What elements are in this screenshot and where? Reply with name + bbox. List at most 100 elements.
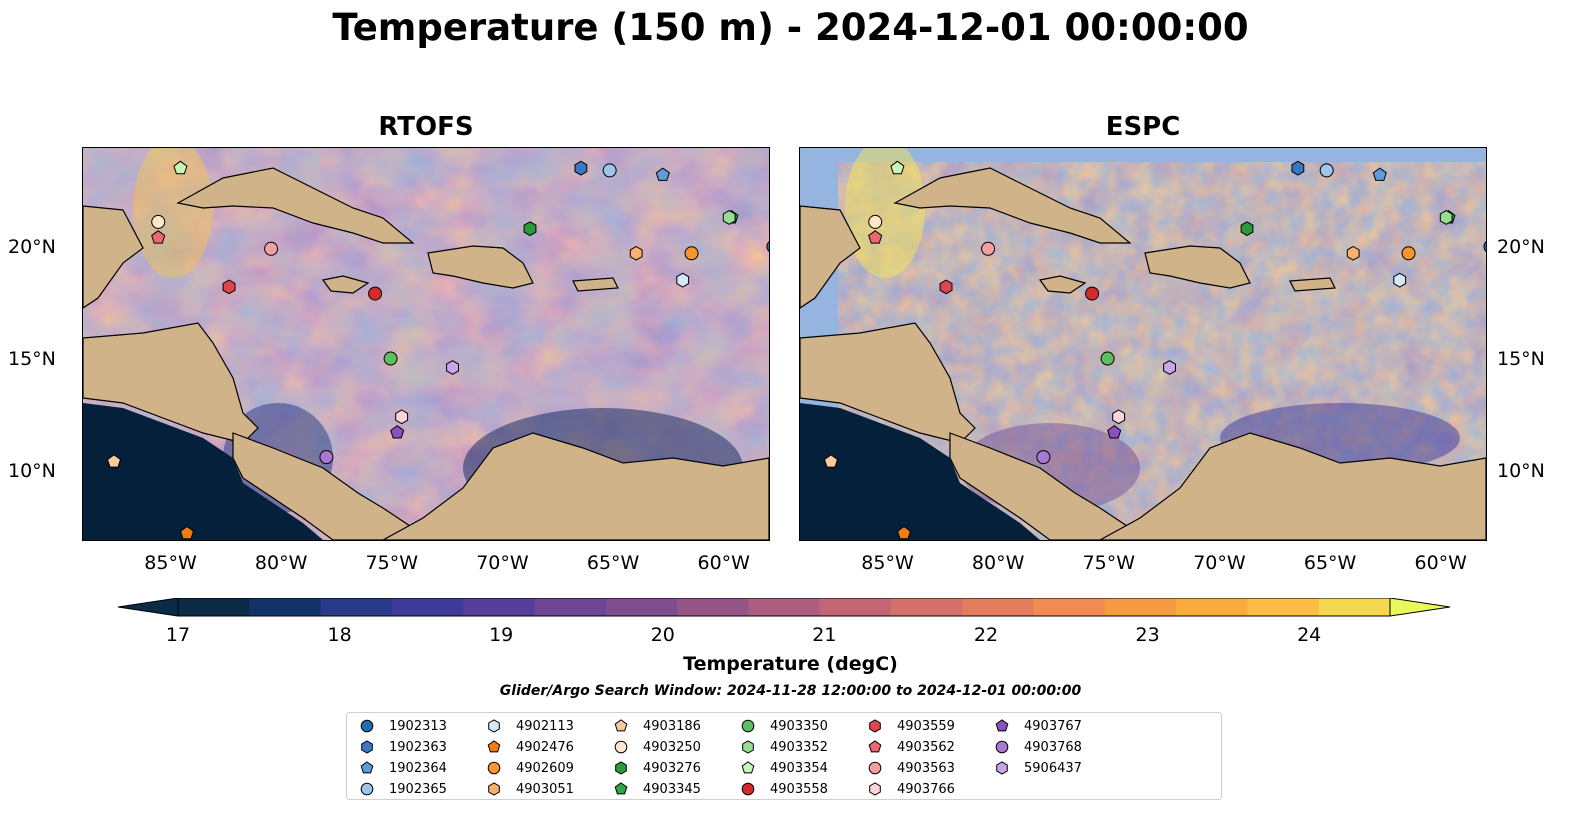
colorbar-segment — [320, 598, 393, 616]
legend-label: 4903354 — [770, 760, 828, 776]
legend-marker-icon — [741, 761, 755, 774]
legend-marker-4903767 — [995, 719, 1009, 732]
colorbar-segment — [1318, 598, 1391, 616]
colorbar-segment — [819, 598, 892, 616]
float-marker-5906437 — [1163, 360, 1176, 375]
legend-label: 4903345 — [643, 781, 701, 797]
colorbar-frame — [177, 598, 1391, 617]
legend-label: 1902365 — [389, 781, 447, 797]
colorbar-tick-label: 17 — [165, 624, 191, 646]
float-marker-4903562 — [868, 230, 883, 244]
legend-marker-icon — [614, 782, 628, 795]
float-marker-4902476 — [896, 525, 912, 540]
legend-entry: 5906437 — [994, 758, 1082, 778]
colorbar-segment — [534, 598, 607, 616]
lon-tick-label: 60°W — [697, 552, 750, 574]
lon-tick-label: 80°W — [254, 552, 308, 574]
colorbar-tick-label: 23 — [1135, 624, 1160, 646]
colorbar-segment — [391, 598, 464, 616]
legend-marker-4902609 — [487, 761, 501, 775]
colorbar-over-arrow — [1389, 598, 1451, 617]
legend-marker-icon — [996, 761, 1008, 775]
legend-marker-icon — [360, 761, 374, 774]
legend-entry: 1902365 — [359, 779, 447, 799]
float-marker-4903558 — [1085, 286, 1100, 301]
lon-tick-label: 75°W — [1082, 552, 1136, 574]
float-markers-espc — [823, 160, 1486, 540]
colorbar-segment — [962, 598, 1035, 616]
legend-marker-4903559 — [869, 719, 881, 733]
legend-label: 4903767 — [1024, 718, 1082, 734]
legend-marker-4903766 — [869, 782, 881, 796]
legend-marker-4903186 — [614, 719, 628, 732]
legend-label: 4902476 — [516, 739, 574, 755]
colorbar-segment — [890, 598, 963, 616]
legend-marker-4903051 — [488, 782, 500, 796]
legend-label: 4903562 — [897, 739, 955, 755]
legend-entry: 1902313 — [359, 716, 447, 736]
legend-entry: 4902609 — [486, 758, 574, 778]
legend-marker-4903250 — [614, 740, 628, 754]
lat-tick-label: 20°N — [1497, 235, 1545, 258]
float-marker-4903350 — [383, 351, 398, 366]
colorbar-tick-label: 20 — [650, 624, 675, 646]
map-espc — [799, 147, 1487, 541]
colorbar-tick-label: 21 — [812, 624, 837, 646]
legend-marker-icon — [487, 761, 501, 775]
colorbar-tick-label: 22 — [973, 624, 999, 646]
legend-marker-4902113 — [488, 719, 500, 733]
legend-marker-icon — [869, 719, 881, 733]
legend-entry: 1902363 — [359, 737, 447, 757]
float-marker-4903354 — [890, 160, 905, 175]
legend-entry: 4903766 — [867, 779, 955, 799]
float-marker-4903354 — [173, 160, 188, 175]
lon-tick-label: 70°W — [476, 552, 529, 574]
legend-label: 4903250 — [643, 739, 701, 755]
legend-marker-1902364 — [360, 761, 374, 774]
float-marker-5906437 — [446, 360, 459, 375]
colorbar-segment — [249, 598, 322, 616]
legend-label: 4903186 — [643, 718, 701, 734]
legend-entry: 4903250 — [613, 737, 701, 757]
float-marker-4903352 — [722, 210, 736, 225]
ocean-temperature-field — [838, 148, 1486, 540]
lon-tick-label: 75°W — [365, 552, 419, 574]
float-marker-4903563 — [264, 241, 279, 256]
lon-tick-label: 80°W — [971, 552, 1025, 574]
legend-entry: 1902364 — [359, 758, 447, 778]
float-marker-4902476 — [179, 525, 195, 540]
legend-entry: 4902113 — [486, 716, 574, 736]
legend-label: 4902609 — [516, 760, 574, 776]
legend-marker-icon — [614, 740, 628, 754]
colorbar-label: Temperature (degC) — [683, 653, 898, 675]
colorbar-tick-label: 24 — [1297, 624, 1322, 646]
legend-marker-1902363 — [361, 740, 373, 754]
lat-tick-label: 10°N — [8, 459, 56, 482]
legend-marker-icon — [742, 740, 754, 754]
colorbar-segment — [1104, 598, 1177, 616]
float-marker-4903276 — [523, 221, 537, 237]
legend-entry: 4903051 — [486, 779, 574, 799]
float-markers-rtofs — [106, 160, 769, 540]
float-marker-4903186 — [823, 454, 839, 468]
map-espc-svg — [800, 148, 1486, 540]
legend-marker-icon — [488, 782, 500, 796]
colorbar-segment — [463, 598, 535, 616]
float-marker-1902313 — [1483, 241, 1486, 252]
lat-tick-label: 20°N — [8, 235, 56, 258]
legend-label: 4902113 — [516, 718, 574, 734]
black-ocean-border — [800, 403, 1040, 540]
float-marker-4903051 — [1346, 245, 1360, 261]
legend-marker-1902313 — [360, 719, 374, 733]
legend-marker-4903354 — [741, 761, 755, 774]
figure-title: Temperature (150 m) - 2024-12-01 00:00:0… — [332, 6, 1249, 49]
lat-tick-label: 15°N — [1497, 347, 1545, 370]
colorbar-segment — [178, 598, 250, 616]
legend-entry: 4903352 — [740, 737, 828, 757]
legend-marker-4903350 — [741, 719, 755, 733]
legend-entry: 4903186 — [613, 716, 701, 736]
float-marker-4903767 — [1107, 425, 1122, 439]
legend-marker-icon — [360, 719, 374, 733]
legend-marker-4903352 — [742, 740, 754, 754]
float-marker-4903768 — [1036, 450, 1051, 465]
